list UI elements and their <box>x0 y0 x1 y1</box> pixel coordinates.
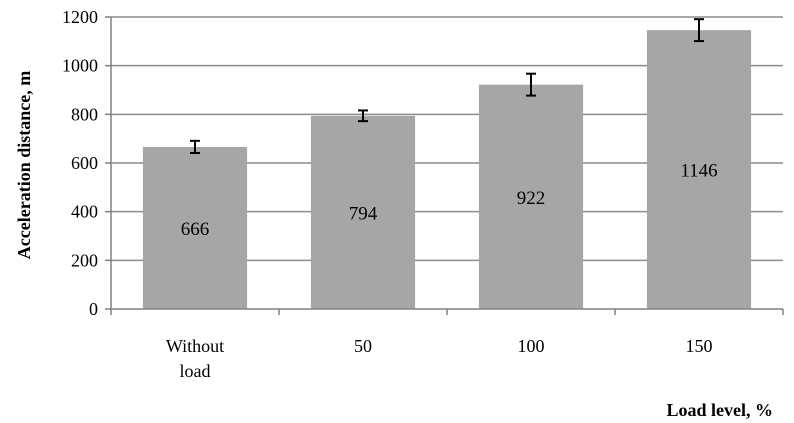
error-bar <box>694 18 704 43</box>
bars <box>142 30 752 309</box>
y-tick-label: 600 <box>71 153 98 173</box>
x-axis-title: Load level, % <box>667 400 774 420</box>
y-tick-label: 0 <box>89 299 98 319</box>
bar <box>310 115 416 309</box>
error-bars <box>190 18 704 155</box>
y-tick-label: 400 <box>71 202 98 222</box>
bar <box>478 84 584 309</box>
x-tick-label: 100 <box>518 336 545 356</box>
bar <box>646 30 752 309</box>
data-label: 922 <box>517 188 546 209</box>
x-tick-label: 50 <box>354 336 372 356</box>
x-tick-label: 150 <box>686 336 713 356</box>
data-labels: 666 794 922 1146 <box>181 161 718 240</box>
error-bar <box>358 109 368 123</box>
error-bar <box>526 72 536 97</box>
y-tick-label: 800 <box>71 104 98 124</box>
error-bar <box>190 139 200 155</box>
bar <box>142 146 248 309</box>
data-label: 794 <box>349 203 378 224</box>
y-tick-label: 1200 <box>62 7 98 27</box>
data-label: 666 <box>181 219 210 240</box>
data-label: 1146 <box>680 161 717 182</box>
x-tick-labels: Without load 50 100 150 <box>166 336 713 381</box>
y-tick-label: 200 <box>71 250 98 270</box>
y-tick-label: 1000 <box>62 56 98 76</box>
axes <box>105 16 784 315</box>
x-tick-label: Without load <box>166 336 224 381</box>
y-tick-labels: 0 200 400 600 800 1000 1200 <box>62 7 98 319</box>
y-axis-title: Acceleration distance, m <box>14 71 34 259</box>
